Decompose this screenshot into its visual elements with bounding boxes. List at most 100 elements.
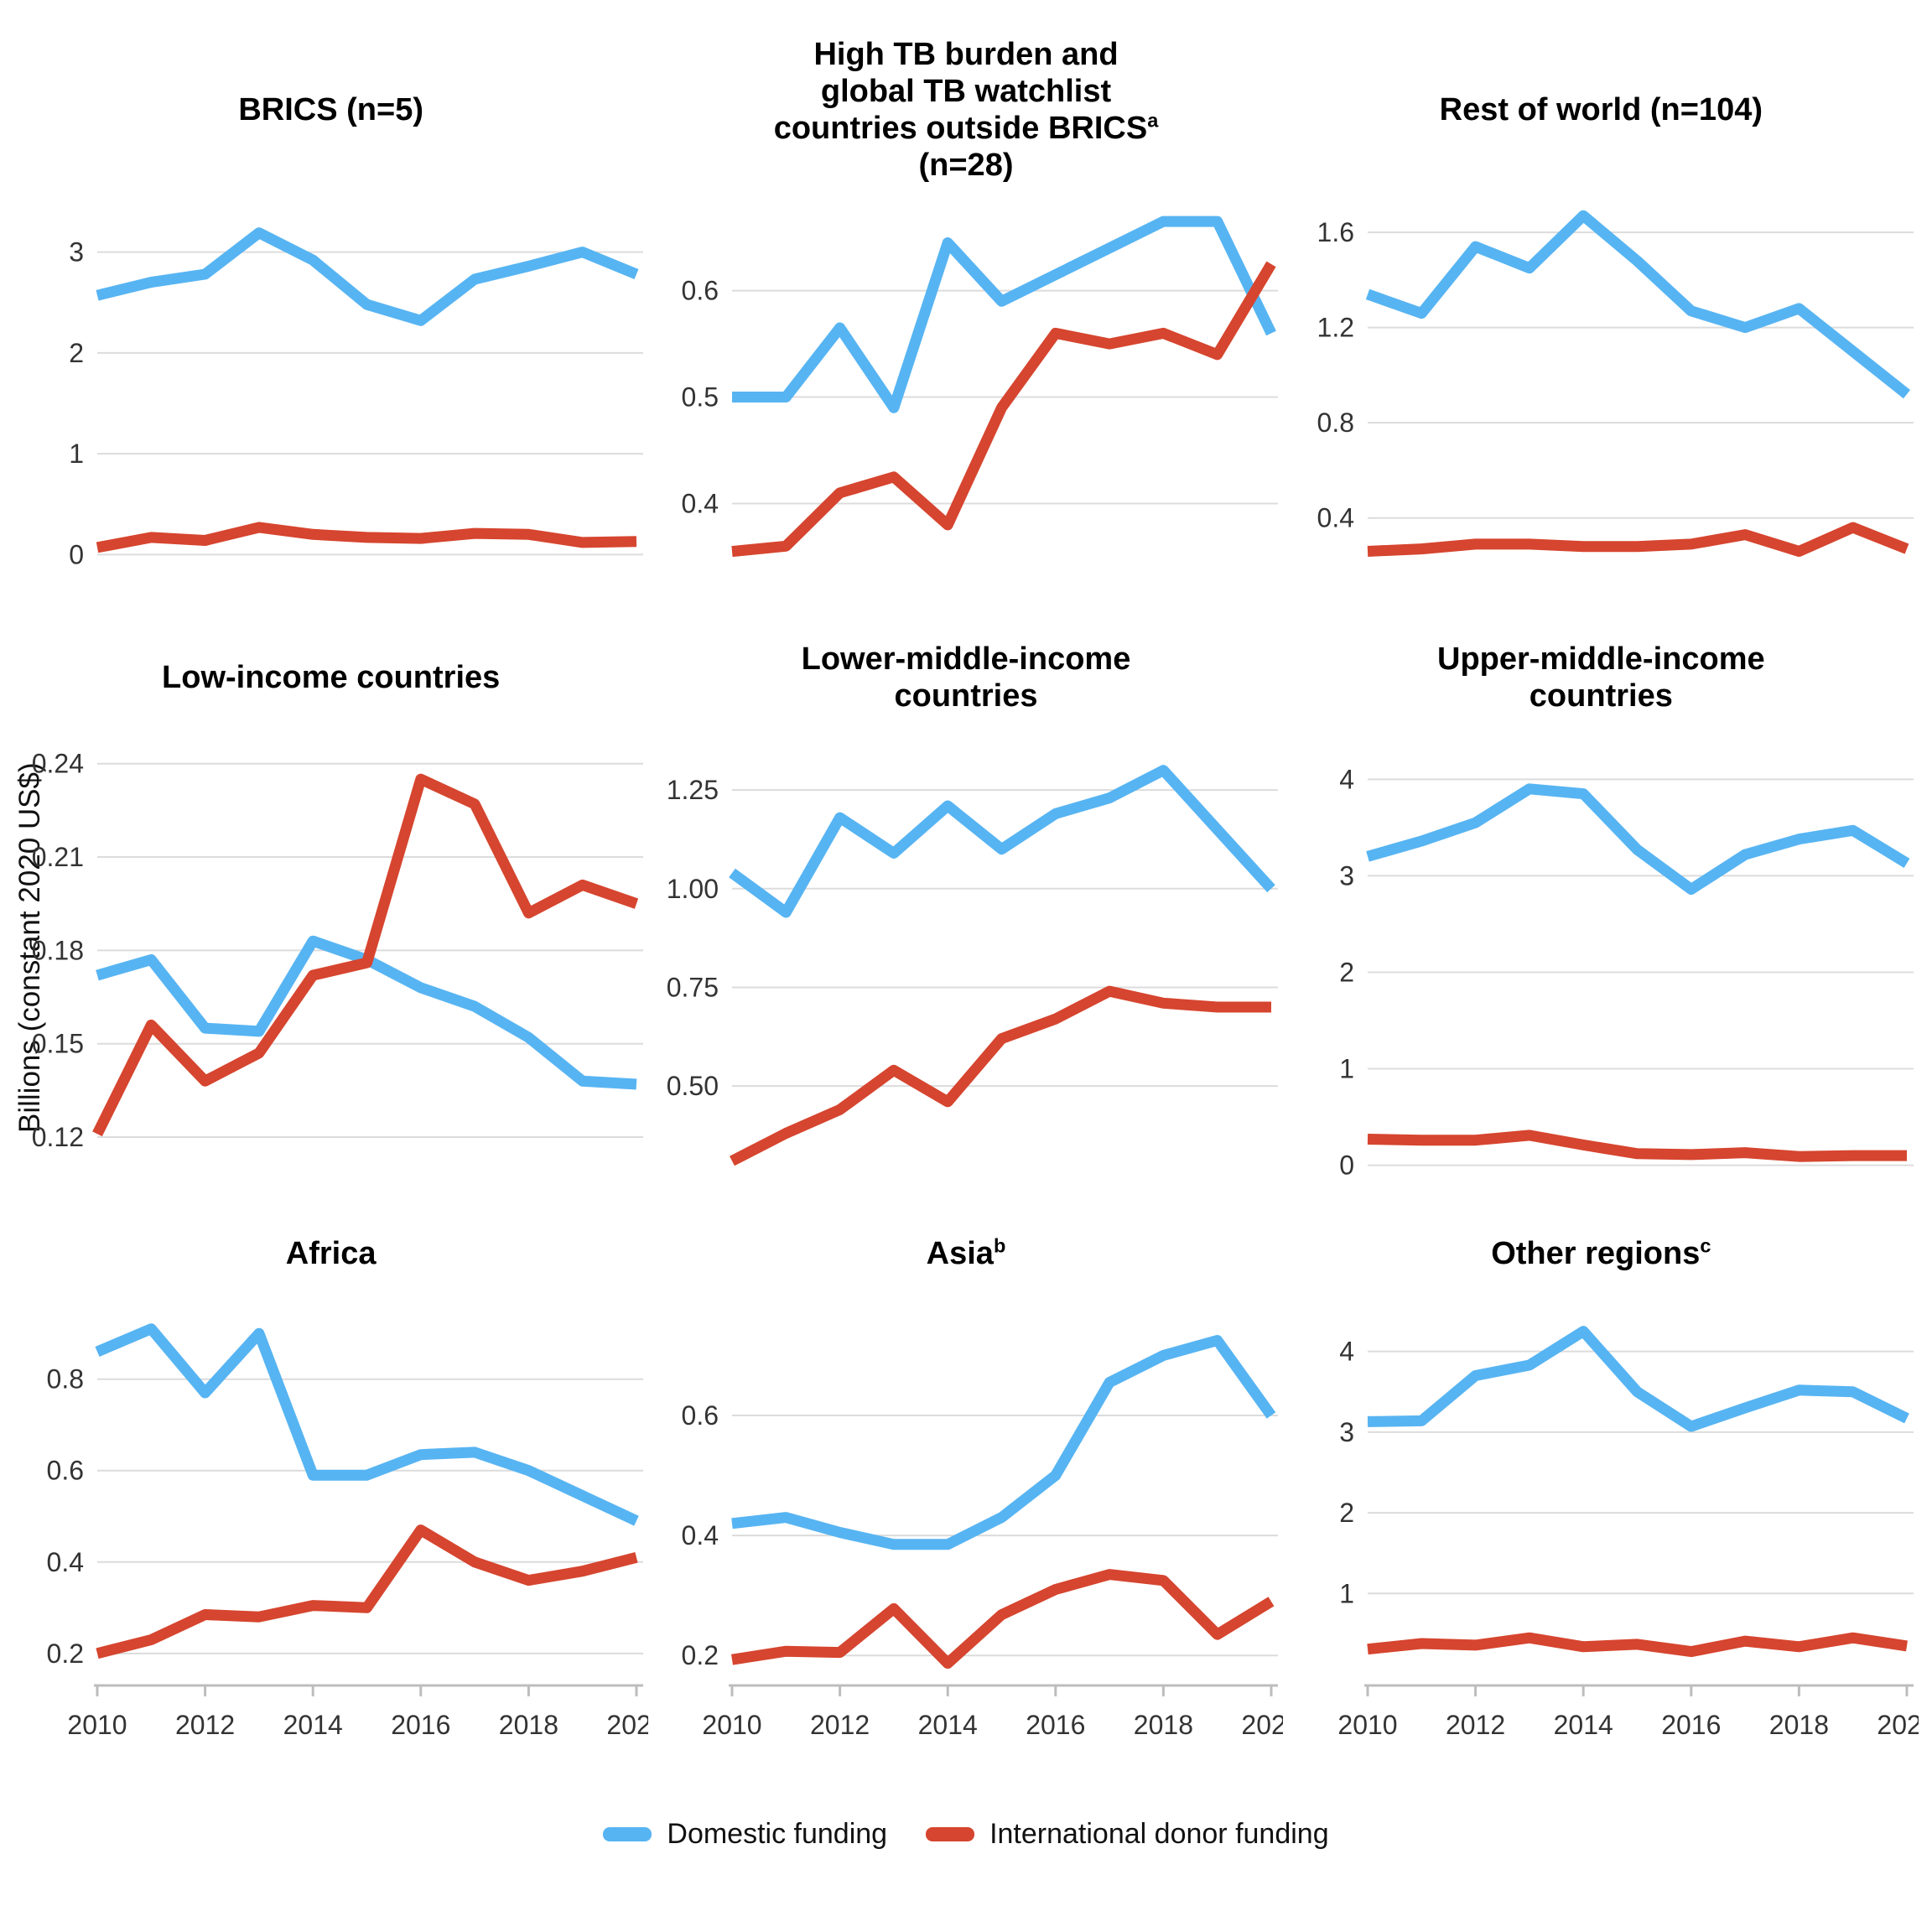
- x-tick-label: 2018: [1768, 1710, 1828, 1740]
- chart-panel-other-regions: Other regionsc 1 2 3 4 2010 2012 2014 2016 2018 2…: [1284, 1192, 1919, 1759]
- x-tick-label: 2020: [1242, 1710, 1284, 1740]
- y-tick-label: 0.6: [47, 1456, 84, 1486]
- panel-title: Asiab: [648, 1218, 1283, 1290]
- panel-title-line: countries: [1529, 678, 1673, 714]
- y-tick-label: 0.75: [667, 972, 719, 1002]
- x-tick-label: 2014: [1553, 1710, 1613, 1740]
- chart-panel-brics: BRICS (n=5) 0 1 2 3: [13, 42, 648, 584]
- domestic-funding-line: [732, 216, 1277, 413]
- donor-funding-line: [730, 985, 1272, 1166]
- panel-title: BRICS (n=5): [13, 42, 648, 178]
- domestic-funding-line: [1365, 783, 1910, 895]
- y-tick-label: 4: [1339, 764, 1354, 794]
- chart-panel-africa: Africa 0.2 0.4 0.6 0.8 2010 2012 2014 2016 2018 2…: [13, 1192, 648, 1759]
- y-tick-label: 0.50: [667, 1071, 719, 1101]
- x-tick-label: 2012: [1446, 1710, 1505, 1740]
- x-tick-label: 2016: [1026, 1710, 1086, 1740]
- chart-panel-high-tb-watchlist: High TB burden and global TB watchlist cou…: [648, 37, 1283, 584]
- panel-title-line: (n=28): [918, 148, 1014, 184]
- donor-funding-line: [731, 261, 1276, 558]
- y-tick-label: 0.12: [32, 1122, 84, 1152]
- panel-title-line: Upper-middle-income: [1437, 641, 1765, 677]
- y-tick-label: 0: [1339, 1150, 1354, 1181]
- y-tick-label: 0.18: [32, 935, 84, 965]
- y-tick-label: 1.00: [667, 874, 719, 904]
- panel-title: High TB burden and global TB watchlist cou…: [648, 37, 1283, 183]
- domestic-funding-line: [731, 1335, 1276, 1550]
- y-tick-label: 3: [1339, 1417, 1354, 1447]
- x-tick-label: 2010: [67, 1710, 127, 1740]
- x-tick-label: 2010: [1337, 1710, 1397, 1740]
- chart-grid: BRICS (n=5) 0 1 2 3 High TB burden and globa…: [13, 37, 1919, 1759]
- x-tick-label: 2018: [499, 1710, 558, 1740]
- panel-title-line: Rest of world (n=104): [1439, 91, 1763, 127]
- panel-title-line: countries: [894, 678, 1038, 714]
- chart-panel-lower-middle-income: Lower-middle-income countries 0.50 0.75 1.0…: [648, 584, 1283, 1192]
- panel-title: Upper-middle-income countries: [1284, 628, 1919, 727]
- y-tick-label: 2: [69, 338, 84, 368]
- donor-funding-line: [96, 1524, 638, 1659]
- y-tick-label: 0.6: [682, 276, 719, 306]
- y-tick-label: 1.6: [1317, 217, 1353, 247]
- donor-funding-line: [96, 522, 637, 553]
- panel-title: Rest of world (n=104): [1284, 42, 1919, 178]
- domestic-funding-line: [96, 227, 639, 326]
- x-tick-label: 2020: [606, 1710, 648, 1740]
- y-tick-label: 3: [69, 237, 84, 267]
- panel-title-line: global TB watchlist: [820, 73, 1112, 109]
- chart-panel-low-income: Low-income countries 0.12 0.15 0.18 0.21 0.2…: [13, 584, 648, 1192]
- y-tick-label: 0.2: [47, 1639, 84, 1669]
- panel-title: Low-income countries: [13, 628, 648, 727]
- y-tick-label: 0.4: [682, 1520, 719, 1550]
- panel-title: Other regionsc: [1284, 1218, 1919, 1290]
- legend-swatch-donor: [926, 1827, 975, 1841]
- x-tick-label: 2014: [918, 1710, 978, 1740]
- y-tick-label: 1: [1339, 1054, 1354, 1084]
- line-chart: 0.4 0.5 0.6: [682, 216, 1279, 558]
- legend-swatch-domestic: [603, 1827, 652, 1841]
- panel-title-line: Asiab: [926, 1234, 1006, 1271]
- panel-title-line: countries outside BRICSa: [773, 109, 1159, 146]
- chart-panel-upper-middle-income: Upper-middle-income countries 0 1 2 3 4: [1284, 584, 1919, 1192]
- line-chart: 0 1 2 3 4: [1339, 764, 1914, 1181]
- y-tick-label: 1.25: [667, 775, 719, 805]
- domestic-funding-line: [1367, 1326, 1909, 1432]
- x-tick-label: 2012: [175, 1710, 235, 1740]
- line-chart: 1 2 3 4 2010 2012 2014 2016 2018 2020: [1337, 1326, 1919, 1740]
- donor-funding-line: [1367, 1130, 1907, 1162]
- legend-label: International donor funding: [989, 1818, 1329, 1850]
- panel-title-line: Low-income countries: [162, 659, 501, 695]
- y-tick-label: 0.4: [47, 1547, 84, 1577]
- donor-funding-line: [1366, 1632, 1908, 1658]
- legend-label: Domestic funding: [667, 1818, 888, 1850]
- x-tick-label: 2020: [1877, 1710, 1919, 1740]
- line-chart: 0.2 0.4 0.6 0.8 2010 2012 2014 2016 2018 2020: [47, 1323, 648, 1740]
- legend: Domestic funding International donor fun…: [0, 1818, 1932, 1851]
- y-tick-label: 0.4: [682, 488, 719, 518]
- legend-item-donor: International donor funding: [926, 1818, 1329, 1851]
- domestic-funding-line: [1365, 210, 1910, 399]
- x-tick-label: 2018: [1134, 1710, 1193, 1740]
- line-chart: 0 1 2 3: [69, 227, 643, 569]
- line-chart: 0.2 0.4 0.6 2010 2012 2014 2016 2018 2020: [682, 1335, 1284, 1740]
- panel-title: Lower-middle-income countries: [648, 628, 1283, 727]
- donor-funding-line: [1367, 522, 1909, 557]
- y-tick-label: 1.2: [1317, 313, 1353, 343]
- panel-title-line: Lower-middle-income: [801, 641, 1131, 677]
- donor-funding-line: [92, 773, 639, 1137]
- line-chart: 0.4 0.8 1.2 1.6: [1317, 210, 1914, 557]
- y-tick-label: 0.15: [32, 1029, 84, 1059]
- y-tick-label: 2: [1339, 1498, 1354, 1528]
- panel-title-line: High TB burden and: [813, 36, 1119, 72]
- chart-panel-asia: Asiab 0.2 0.4 0.6 2010 2012 2014 2016 2018 2020: [648, 1192, 1283, 1759]
- y-tick-label: 0.5: [682, 382, 719, 413]
- line-chart: 0.50 0.75 1.00 1.25: [667, 765, 1279, 1166]
- domestic-funding-line: [729, 765, 1276, 918]
- legend-item-domestic: Domestic funding: [603, 1818, 887, 1851]
- panel-title-line: BRICS (n=5): [238, 91, 423, 127]
- y-tick-label: 1: [1339, 1578, 1354, 1608]
- x-tick-label: 2010: [703, 1710, 762, 1740]
- line-chart: 0.12 0.15 0.18 0.21 0.24: [32, 749, 643, 1152]
- domestic-funding-line: [95, 1323, 639, 1526]
